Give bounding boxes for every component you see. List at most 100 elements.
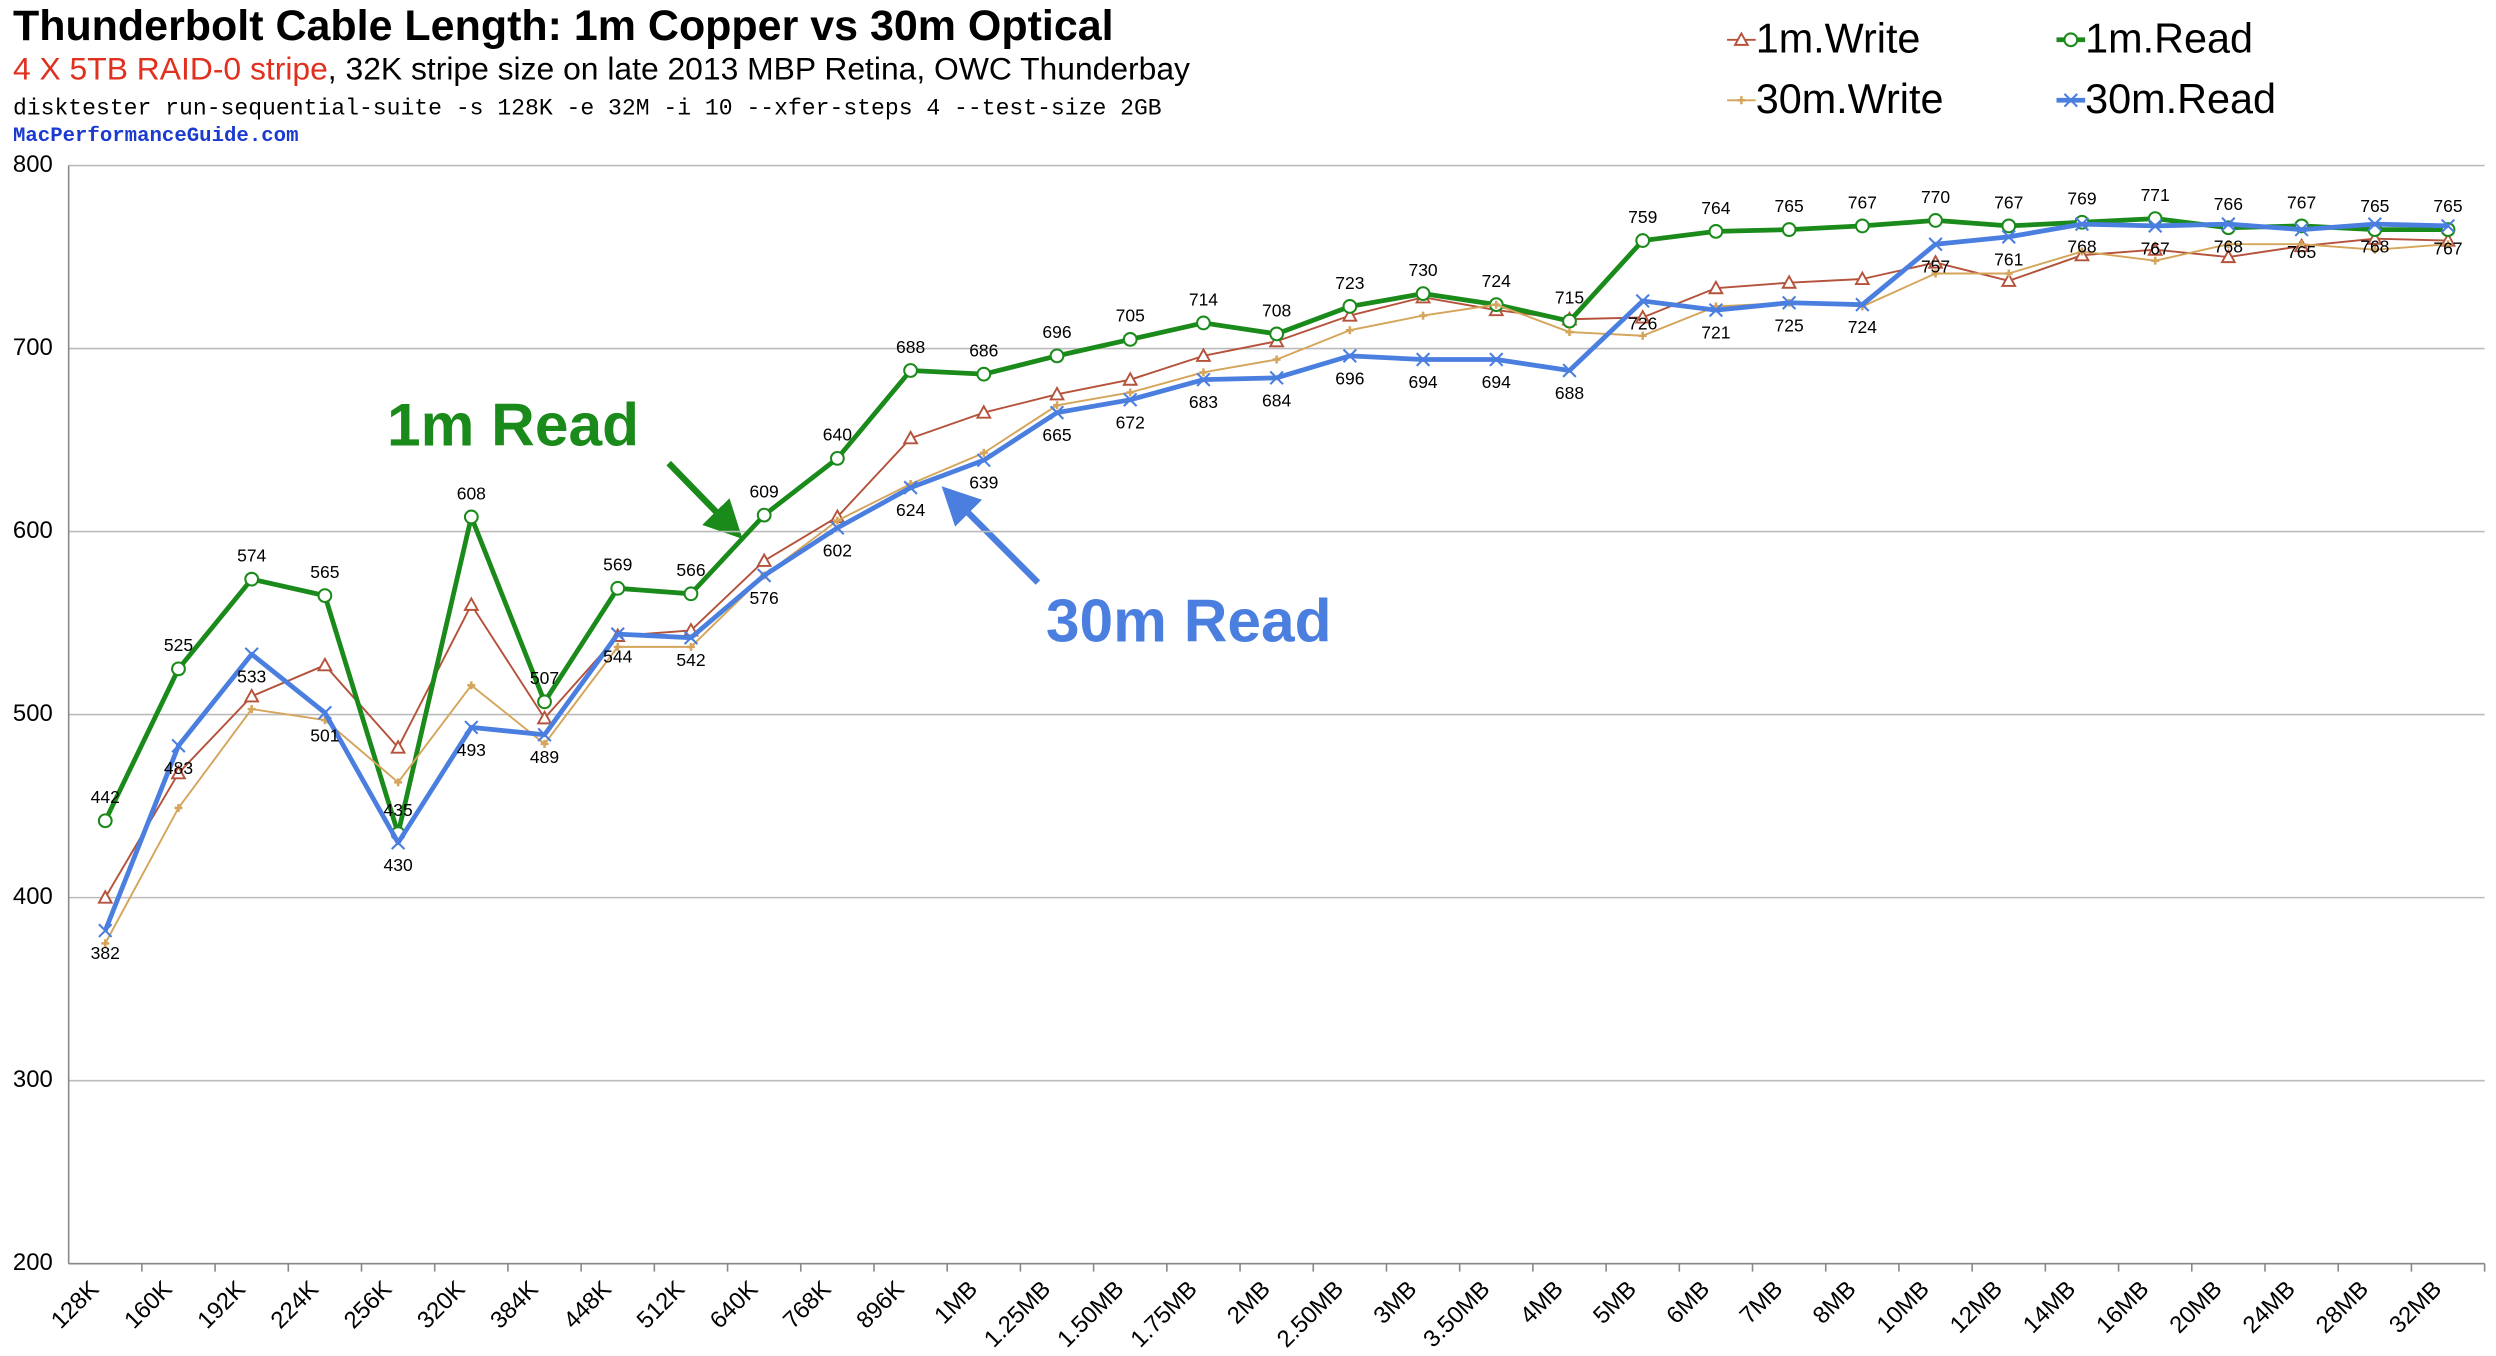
- data-label: 767: [2141, 238, 2170, 258]
- point: [976, 366, 992, 382]
- data-label: 768: [2360, 237, 2389, 257]
- point: [1122, 371, 1139, 386]
- point: [1126, 388, 1135, 397]
- point: [1638, 331, 1647, 340]
- point: [1635, 233, 1651, 248]
- point: [316, 656, 333, 672]
- point: [1049, 348, 1065, 364]
- point: [2147, 241, 2164, 256]
- point: [979, 448, 988, 457]
- point: [610, 626, 625, 642]
- x-tick-label: 320K: [412, 1276, 471, 1335]
- point: [1345, 326, 1354, 335]
- x-tick-label: 28MB: [2311, 1276, 2374, 1339]
- point: [2366, 230, 2383, 245]
- data-label: 696: [1335, 368, 1364, 388]
- data-label: 574: [237, 546, 266, 566]
- point: [2063, 93, 2078, 108]
- x-tick-label: 256K: [339, 1276, 398, 1335]
- point: [2367, 216, 2382, 232]
- point: [976, 453, 991, 468]
- data-label: 609: [750, 481, 779, 501]
- subtitle: 4 X 5TB RAID-0 stripe, 32K stripe size o…: [13, 51, 1190, 87]
- data-label: 767: [2433, 238, 2462, 258]
- data-label: 382: [91, 943, 120, 963]
- data-label: 694: [1408, 372, 1437, 392]
- data-label: 759: [1628, 207, 1657, 227]
- point: [171, 738, 186, 753]
- data-label: 708: [1262, 300, 1291, 320]
- point: [1342, 348, 1357, 363]
- point: [101, 939, 110, 948]
- point: [683, 586, 699, 602]
- data-label: 542: [676, 650, 705, 670]
- x-tick-label: 20MB: [2164, 1276, 2227, 1339]
- point: [2077, 247, 2086, 256]
- x-tick-label: 896K: [851, 1276, 910, 1335]
- point: [1199, 368, 1208, 377]
- y-tick-label: 800: [13, 151, 53, 178]
- data-label: 602: [823, 540, 852, 560]
- point: [903, 480, 918, 495]
- point: [2074, 216, 2090, 232]
- data-label: 683: [1189, 392, 1218, 412]
- point: [830, 520, 845, 536]
- point: [1415, 286, 1431, 302]
- point: [2000, 272, 2017, 287]
- point: [1634, 309, 1651, 324]
- subtitle-rest: , 32K stripe size on late 2013 MBP Retin…: [328, 51, 1190, 87]
- x-tick-label: 3.50MB: [1418, 1276, 1495, 1353]
- data-label: 430: [384, 855, 413, 875]
- data-label: 766: [2214, 194, 2243, 214]
- point: [171, 661, 186, 677]
- point: [1269, 326, 1285, 342]
- point: [1049, 385, 1066, 401]
- point: [2297, 240, 2306, 249]
- data-label: 501: [310, 725, 339, 745]
- data-label: 725: [1775, 315, 1804, 335]
- point: [1782, 295, 1797, 310]
- point: [1269, 370, 1284, 385]
- y-tick-label: 600: [13, 517, 53, 544]
- point: [463, 509, 479, 525]
- point: [1928, 213, 1943, 228]
- y-tick-label: 500: [13, 700, 53, 727]
- x-tick-label: 768K: [778, 1276, 837, 1335]
- data-label: 507: [530, 668, 559, 688]
- x-tick-label: 224K: [266, 1276, 325, 1335]
- data-label: 688: [896, 337, 925, 357]
- point: [2151, 256, 2160, 265]
- point: [1927, 254, 1944, 269]
- data-label: 569: [603, 555, 632, 575]
- point: [1635, 293, 1650, 309]
- data-label: 442: [91, 787, 120, 807]
- x-tick-label: 24MB: [2238, 1276, 2301, 1339]
- y-tick-label: 200: [13, 1249, 53, 1276]
- point: [1341, 307, 1358, 322]
- point: [1931, 269, 1940, 278]
- point: [686, 642, 695, 651]
- x-tick-label: 512K: [632, 1276, 691, 1335]
- data-label: 714: [1189, 289, 1218, 309]
- point: [2294, 222, 2309, 237]
- legend-label: 1m.Write: [1756, 15, 1921, 61]
- point: [2001, 229, 2016, 244]
- point: [1272, 355, 1281, 364]
- data-label: 483: [164, 758, 193, 778]
- point: [536, 709, 553, 725]
- point: [1196, 372, 1211, 387]
- point: [2221, 216, 2236, 232]
- point: [2004, 269, 2013, 278]
- point: [1053, 401, 1061, 410]
- data-label: 765: [2360, 196, 2389, 216]
- point: [1492, 300, 1501, 309]
- point: [1854, 218, 1870, 234]
- data-label: 769: [2067, 189, 2096, 209]
- x-tick-label: 10MB: [1872, 1276, 1935, 1339]
- point: [683, 630, 699, 645]
- data-label: 544: [603, 647, 632, 667]
- x-tick-label: 640K: [705, 1276, 764, 1335]
- point: [1737, 96, 1746, 105]
- point: [97, 813, 113, 829]
